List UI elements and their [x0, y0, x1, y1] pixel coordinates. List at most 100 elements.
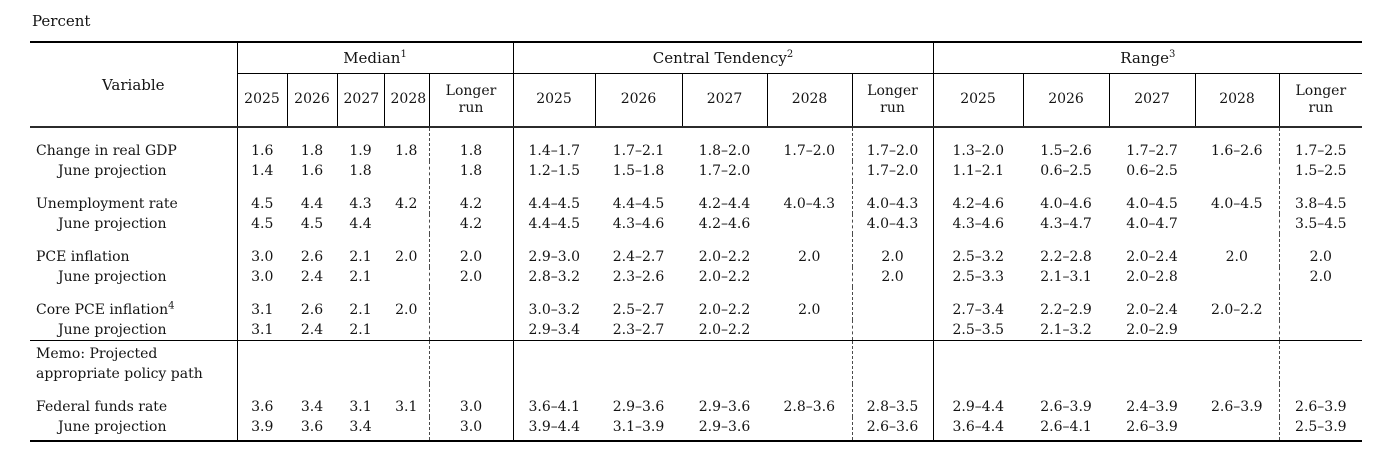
cell-range-2026 — [1023, 340, 1110, 384]
cell-median-longer-run: 1.8 — [428, 127, 514, 161]
cell-ct-2025: 4.4–4.5 — [512, 214, 596, 234]
row-label: Unemployment rate — [30, 181, 237, 214]
cell-range-2025 — [932, 340, 1024, 384]
central-tendency-footnote-marker: 2 — [786, 49, 794, 60]
cell-median-2028: 3.1 — [395, 399, 418, 415]
row-label-text: Federal funds rate — [36, 399, 168, 415]
cell-range-2028 — [1195, 161, 1279, 181]
cell-range-2027: 2.0–2.8 — [1126, 269, 1178, 285]
cell-median-2027: 3.4 — [349, 419, 372, 435]
cell-median-2026 — [287, 340, 337, 384]
cell-range-2027: 1.7–2.7 — [1126, 143, 1178, 159]
cell-ct-2026: 2.9–3.6 — [612, 399, 665, 415]
cell-range-2028 — [1195, 417, 1279, 441]
cell-ct-longer-run: 4.0–4.3 — [851, 214, 934, 234]
cell-median-longer-run — [428, 320, 514, 341]
cell-median-longer-run — [428, 287, 514, 320]
cell-range-2026: 2.1–3.1 — [1040, 269, 1092, 285]
cell-range-longer-run — [1278, 320, 1363, 341]
cell-range-2026: 0.6–2.5 — [1040, 163, 1092, 179]
cell-median-2027: 2.1 — [349, 249, 372, 265]
row-label: June projection — [30, 320, 237, 341]
memo-row: Memo: Projected appropriate policy path — [30, 340, 1363, 384]
cell-median-2025 — [236, 340, 287, 384]
year-header-median-2028: 2028 — [383, 73, 429, 128]
year-header-ct-2025: 2025 — [512, 73, 596, 128]
cell-range-2028 — [1195, 320, 1279, 341]
cell-ct-2028: 4.0–4.3 — [783, 196, 836, 212]
cell-ct-longer-run — [851, 287, 934, 320]
cell-range-2027: 2.0–2.9 — [1126, 322, 1178, 338]
cell-range-2027: 2.4–3.9 — [1126, 399, 1178, 415]
cell-ct-2025: 3.6–4.1 — [512, 384, 596, 417]
percent-label: Percent — [32, 12, 91, 30]
year-header-range-2025: 2025 — [932, 73, 1024, 128]
cell-median-2025: 1.6 — [236, 127, 287, 161]
year-header-median-longer-run: Longer run — [428, 73, 514, 128]
cell-ct-2027: 2.0–2.2 — [698, 302, 751, 318]
cell-ct-2025 — [512, 340, 596, 384]
cell-median-longer-run: 3.0 — [428, 384, 514, 417]
cell-range-2028: 4.0–4.5 — [1211, 196, 1263, 212]
cell-ct-2025: 3.0–3.2 — [512, 287, 596, 320]
cell-median-2028 — [384, 267, 429, 287]
cell-range-2025: 1.1–2.1 — [932, 161, 1024, 181]
cell-ct-longer-run: 2.0 — [851, 267, 934, 287]
cell-range-2028 — [1195, 214, 1279, 234]
cell-range-longer-run: 3.5–4.5 — [1278, 214, 1363, 234]
row-label: Federal funds rate — [30, 384, 237, 417]
cell-ct-2026: 2.5–2.7 — [612, 302, 665, 318]
cell-ct-2026: 2.4–2.7 — [612, 249, 665, 265]
cell-ct-2028: 2.8–3.6 — [783, 399, 836, 415]
cell-ct-longer-run — [851, 320, 934, 341]
cell-median-longer-run: 4.2 — [428, 181, 514, 214]
variable-header-label: Variable — [101, 75, 165, 94]
cell-range-2025: 2.5–3.2 — [932, 234, 1024, 267]
cell-range-longer-run — [1278, 340, 1363, 384]
cell-median-2025: 3.6 — [236, 384, 287, 417]
year-header-ct-2027: 2027 — [681, 73, 768, 128]
cell-range-2027: 2.0–2.4 — [1126, 302, 1178, 318]
cell-range-2028: 2.0 — [1225, 249, 1248, 265]
year-header-median-2027: 2027 — [336, 73, 384, 128]
cell-ct-2028 — [767, 267, 852, 287]
cell-range-2026: 2.1–3.2 — [1040, 322, 1092, 338]
cell-median-2027: 4.4 — [349, 216, 372, 232]
cell-median-2026: 2.6 — [300, 302, 324, 318]
cell-range-2025: 4.3–4.6 — [932, 214, 1024, 234]
cell-median-2027: 3.1 — [349, 399, 372, 415]
row-label: June projection — [30, 161, 237, 181]
table-row: Core PCE inflation4 3.1 2.6 2.1 2.0 3.0–3.2 2.… — [30, 287, 1363, 320]
cell-median-2028 — [384, 417, 429, 441]
cell-ct-2025: 3.9–4.4 — [512, 417, 596, 441]
cell-ct-longer-run — [851, 340, 934, 384]
cell-median-2028 — [384, 340, 429, 384]
cell-median-2025: 3.9 — [236, 417, 287, 441]
cell-range-longer-run: 1.5–2.5 — [1278, 161, 1363, 181]
cell-median-2028 — [384, 214, 429, 234]
table-row: June projection 3.9 3.6 3.4 3.0 3.9–4.4 3.1–3.… — [30, 417, 1363, 441]
cell-ct-2026: 2.3–2.6 — [612, 269, 665, 285]
page: Percent Variable Median1 Central Tendenc… — [30, 12, 1363, 442]
cell-range-2026: 1.5–2.6 — [1040, 143, 1092, 159]
table-row: June projection 1.4 1.6 1.8 1.8 1.2–1.5 1.5–1.… — [30, 161, 1363, 181]
table-row: PCE inflation 3.0 2.6 2.1 2.0 2.0 2.9–3.0 2.4–2… — [30, 234, 1363, 267]
year-header-row: 2025 2026 2027 2028 Longer run 2025 2026 2027 20… — [30, 73, 1363, 128]
cell-range-2025: 2.7–3.4 — [932, 287, 1024, 320]
cell-median-2025: 3.0 — [236, 267, 287, 287]
cell-median-2026: 3.4 — [300, 399, 324, 415]
cell-range-longer-run: 2.0 — [1278, 234, 1363, 267]
cell-median-longer-run: 2.0 — [428, 234, 514, 267]
cell-ct-2025: 2.8–3.2 — [512, 267, 596, 287]
cell-ct-2025: 1.4–1.7 — [512, 127, 596, 161]
cell-median-2025: 3.0 — [236, 234, 287, 267]
row-label-text: June projection — [58, 163, 167, 179]
cell-range-longer-run: 1.7–2.5 — [1278, 127, 1363, 161]
variable-column-header: Variable — [30, 42, 237, 128]
cell-ct-2026: 1.7–2.1 — [612, 143, 665, 159]
cell-median-2026: 4.4 — [300, 196, 324, 212]
cell-ct-longer-run: 4.0–4.3 — [851, 181, 934, 214]
row-label: June projection — [30, 417, 237, 441]
cell-median-2027: 1.9 — [349, 143, 372, 159]
row-label: June projection — [30, 214, 237, 234]
